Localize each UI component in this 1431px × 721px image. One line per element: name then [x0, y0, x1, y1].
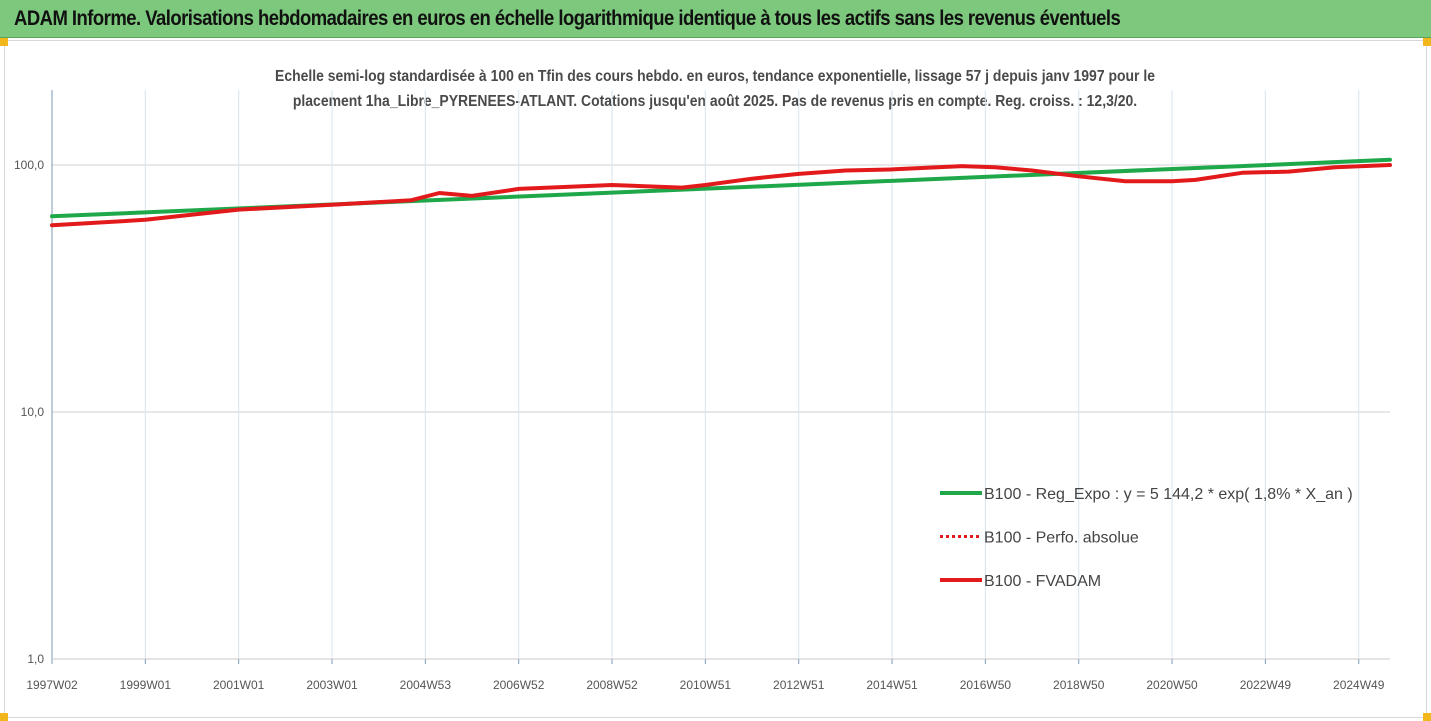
resize-handle-bottom-right[interactable] [1423, 713, 1431, 721]
chart-series [50, 157, 1392, 228]
chart-grid [52, 90, 1390, 659]
x-tick-label-10: 2016W50 [960, 678, 1012, 692]
x-tick-label-2: 2001W01 [213, 678, 265, 692]
page-title: ADAM Informe. Valorisations hebdomadaire… [14, 7, 1121, 30]
resize-handle-top-right[interactable] [1423, 38, 1431, 46]
x-tick-label-14: 2024W49 [1333, 678, 1385, 692]
x-tick-label-11: 2018W50 [1053, 678, 1105, 692]
legend-label-0: B100 - Reg_Expo : y = 5 144,2 * exp( 1,8… [984, 486, 1353, 503]
legend-label-1: B100 - Perfo. absolue [984, 530, 1139, 547]
x-tick-label-8: 2012W51 [773, 678, 825, 692]
y-tick-label-1: 10,0 [21, 405, 45, 419]
series-line-1 [50, 163, 1392, 227]
series-line-2 [50, 163, 1392, 228]
x-tick-label-4: 2004W53 [400, 678, 452, 692]
x-tick-label-12: 2020W50 [1146, 678, 1198, 692]
x-tick-label-1: 1999W01 [120, 678, 172, 692]
resize-handle-top-left[interactable] [0, 38, 8, 46]
legend-label-2: B100 - FVADAM [984, 573, 1101, 590]
y-tick-label-2: 100,0 [14, 158, 44, 172]
chart-subtitle-line-2: placement 1ha_Libre_PYRENEES-ATLANT. Cot… [292, 93, 1138, 110]
x-tick-label-3: 2003W01 [306, 678, 358, 692]
chart-frame [4, 40, 1427, 718]
resize-handle-bottom-left[interactable] [0, 713, 8, 721]
y-tick-label-0: 1,0 [27, 652, 44, 666]
x-tick-label-0: 1997W02 [26, 678, 78, 692]
x-tick-label-13: 2022W49 [1240, 678, 1292, 692]
x-tick-label-9: 2014W51 [866, 678, 918, 692]
x-tick-label-7: 2010W51 [680, 678, 732, 692]
x-tick-label-6: 2008W52 [586, 678, 638, 692]
header-banner: ADAM Informe. Valorisations hebdomadaire… [0, 0, 1431, 38]
x-tick-label-5: 2006W52 [493, 678, 545, 692]
chart-legend: B100 - Reg_Expo : y = 5 144,2 * exp( 1,8… [940, 486, 1353, 590]
chart-subtitle-line-1: Echelle semi-log standardisée à 100 en T… [275, 68, 1155, 85]
chart-axes: 1,0 10,0 100,0 1997W02 1999W01 2001W01 2003W01… [14, 90, 1390, 692]
chart-subtitle: Echelle semi-log standardisée à 100 en T… [180, 64, 1251, 114]
